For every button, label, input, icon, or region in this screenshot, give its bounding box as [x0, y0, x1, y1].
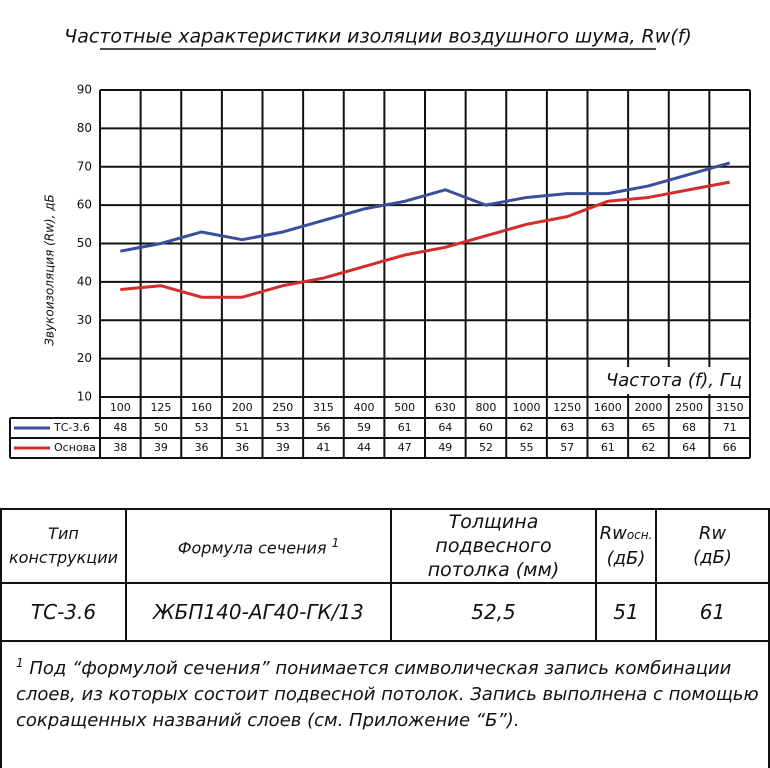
y-tick-label: 40 [77, 274, 92, 288]
x-label-bg [612, 367, 748, 394]
x-tick-label: 1250 [553, 401, 581, 414]
table-value: 44 [357, 441, 371, 454]
table-value: 39 [154, 441, 168, 454]
x-tick-label: 100 [110, 401, 131, 414]
table-value: 41 [316, 441, 330, 454]
x-tick-label: 1000 [513, 401, 541, 414]
table-value: 62 [641, 441, 655, 454]
table-value: 64 [682, 441, 696, 454]
header-unit: (дБ) [606, 547, 646, 569]
x-axis-label: Частота (f), Гц [606, 370, 742, 391]
x-tick-label: 250 [272, 401, 293, 414]
table-value: 47 [398, 441, 412, 454]
series-line [120, 161, 731, 253]
header-cell: Формула сечения 1 [125, 508, 392, 584]
table-value: 61 [398, 421, 412, 434]
series-line [120, 180, 730, 299]
table-value: 64 [438, 421, 452, 434]
x-tick-label: 630 [435, 401, 456, 414]
cell: 61 [655, 582, 770, 642]
y-tick-label: 80 [77, 121, 92, 135]
table-value: 53 [276, 421, 290, 434]
header-cell: Rwосн. (дБ) [595, 508, 657, 584]
table-value: 51 [235, 421, 249, 434]
x-tick-label: 1600 [594, 401, 622, 414]
header-text: Толщина подвесного потолка (мм) [427, 511, 560, 581]
table-value: 49 [438, 441, 452, 454]
table-value: 48 [113, 421, 127, 434]
x-tick-label: 800 [475, 401, 496, 414]
x-tick-label: 315 [313, 401, 334, 414]
cell: ЖБП140-АГ40-ГК/13 [125, 582, 392, 642]
table-value: 60 [479, 421, 493, 434]
footnote-text: Под “формулой сечения” понимается символ… [16, 658, 759, 731]
table-value: 57 [560, 441, 574, 454]
header-cell: Тип конструкции [0, 508, 127, 584]
y-axis-label: Звукоизоляция (Rw), дБ [43, 194, 57, 346]
table-value: 62 [520, 421, 534, 434]
y-tick-label: 50 [77, 236, 92, 250]
table-value: 71 [723, 421, 737, 434]
header-text: Тип конструкции [8, 524, 118, 567]
table-value: 65 [641, 421, 655, 434]
y-tick-label: 30 [77, 313, 92, 327]
header-cell: Толщина подвесного потолка (мм) [390, 508, 597, 584]
chart-title: Частотные характеристики изоляции воздуш… [64, 26, 692, 48]
header-text: Rw [698, 523, 727, 544]
table-value: 59 [357, 421, 371, 434]
table-value: 38 [113, 441, 127, 454]
table-value: 50 [154, 421, 168, 434]
table-value: 53 [195, 421, 209, 434]
legend-label: Основа [54, 441, 96, 454]
x-tick-label: 2500 [675, 401, 703, 414]
header-unit: (дБ) [693, 547, 732, 568]
header-cell: Rw (дБ) [655, 508, 770, 584]
x-tick-label: 400 [354, 401, 375, 414]
info-table: Тип конструкции Формула сечения 1 Толщин… [0, 508, 770, 768]
x-tick-label: 125 [150, 401, 171, 414]
table-value: 55 [520, 441, 534, 454]
y-tick-label: 70 [77, 159, 92, 173]
header-subscript: осн. [626, 527, 653, 542]
x-tick-label: 2000 [634, 401, 662, 414]
table-value: 66 [723, 441, 737, 454]
y-tick-label: 60 [77, 198, 92, 212]
x-tick-label: 3150 [716, 401, 744, 414]
footnote-marker: 1 [16, 656, 24, 670]
header-text: Rw [599, 522, 627, 544]
table-value: 36 [235, 441, 249, 454]
y-tick-label: 10 [77, 390, 92, 404]
header-text: Формула сечения [177, 538, 327, 558]
y-tick-label: 20 [77, 351, 92, 365]
table-value: 56 [316, 421, 330, 434]
table-value: 61 [601, 441, 615, 454]
table-value: 52 [479, 441, 493, 454]
chart: Частотные характеристики изоляции воздуш… [9, 26, 751, 459]
cell: 51 [595, 582, 657, 642]
footnote-ref: 1 [331, 536, 340, 551]
data-row: ТС-3.6 ЖБП140-АГ40-ГК/13 52,5 51 61 [0, 582, 770, 642]
table-value: 68 [682, 421, 696, 434]
header-row: Тип конструкции Формула сечения 1 Толщин… [0, 508, 770, 584]
y-tick-label: 90 [77, 83, 92, 97]
x-tick-label: 200 [232, 401, 253, 414]
legend-label: ТС-3.6 [53, 421, 90, 434]
x-tick-label: 500 [394, 401, 415, 414]
footnote-cell: 1 Под “формулой сечения” понимается симв… [0, 640, 770, 768]
cell: 52,5 [390, 582, 597, 642]
table-value: 63 [601, 421, 615, 434]
cell: ТС-3.6 [0, 582, 127, 642]
table-value: 39 [276, 441, 290, 454]
table-value: 63 [560, 421, 574, 434]
footnote-row: 1 Под “формулой сечения” понимается симв… [0, 640, 770, 768]
x-tick-label: 160 [191, 401, 212, 414]
table-value: 36 [195, 441, 209, 454]
